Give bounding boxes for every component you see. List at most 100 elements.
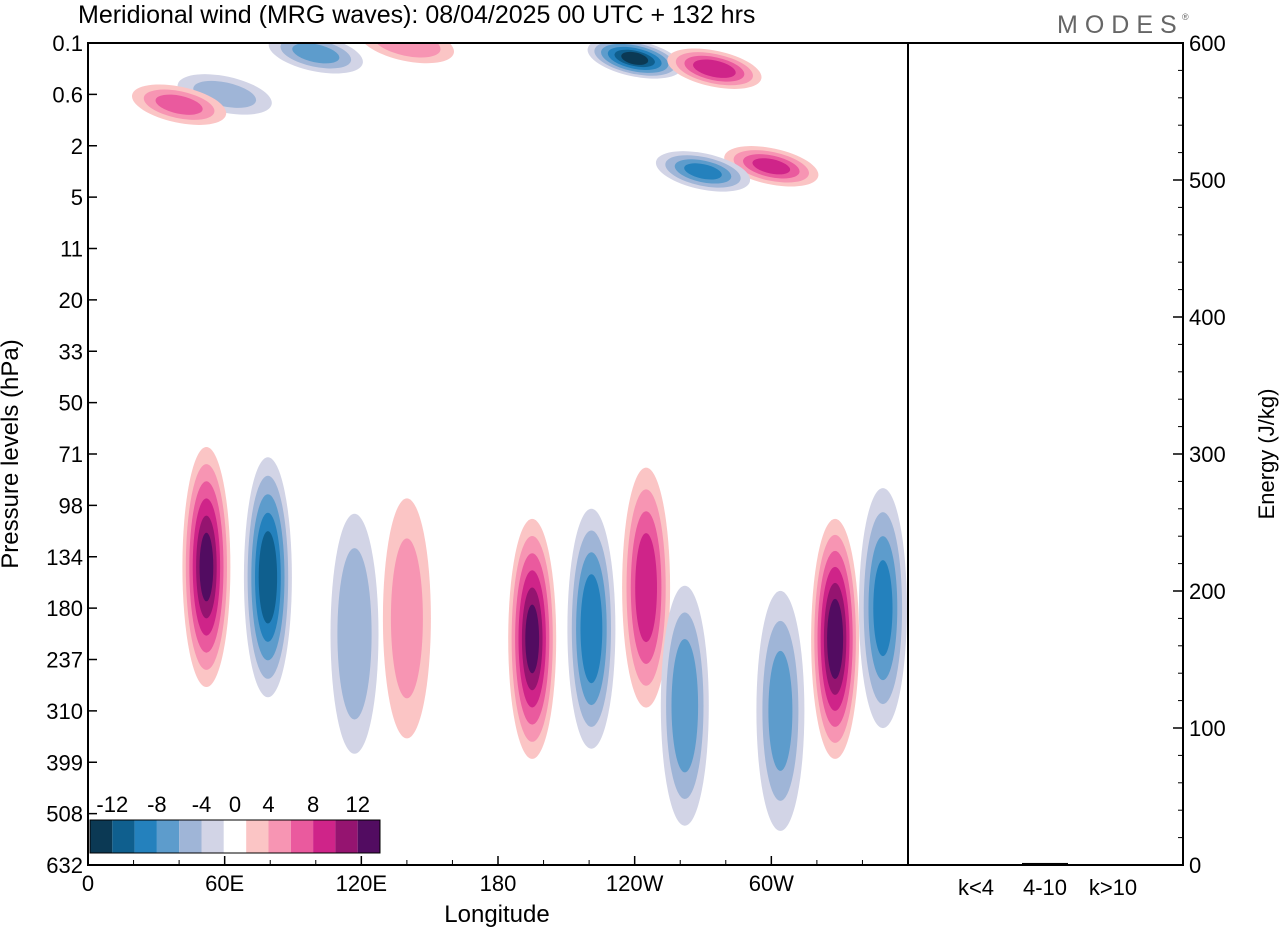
y-tick-label-1: 0.6 <box>52 82 83 107</box>
colorbar-tick-label-2: -4 <box>192 792 212 817</box>
energy-bar-1 <box>1022 862 1068 865</box>
colorbar-swatch-2 <box>134 820 157 853</box>
colorbar-swatch-5 <box>201 820 224 853</box>
x-tick-label-1: 60E <box>205 871 244 896</box>
brand-logo: MODES ® <box>1057 11 1189 39</box>
contour-feature-pos-14 <box>622 467 671 708</box>
y-tick-label-15: 508 <box>46 802 83 827</box>
contour-band-14-3 <box>635 533 657 643</box>
contour-feature-neg-15 <box>660 585 709 826</box>
contour-feature-pos-8 <box>182 447 231 687</box>
contour-feature-neg-4 <box>587 43 682 79</box>
contour-band-15-2 <box>671 639 699 773</box>
x-axis-label: Longitude <box>444 901 549 928</box>
energy-tick-label-6: 600 <box>1189 31 1226 56</box>
contour-band-13-3 <box>580 574 603 684</box>
energy-tick-label-3: 300 <box>1189 442 1226 467</box>
colorbar-tick-label-3: 0 <box>229 792 241 817</box>
x-tick-label-0: 0 <box>82 871 94 896</box>
energy-category-label-0: k<4 <box>958 875 994 900</box>
colorbar-swatch-11 <box>335 820 358 853</box>
colorbar-label-background <box>90 784 380 820</box>
contour-band-8-5 <box>199 532 214 602</box>
energy-bars: k<4 4-10 k>10 <box>953 862 1137 900</box>
plot-frame <box>87 42 1184 866</box>
colorbar-tick-label-0: -12 <box>96 792 128 817</box>
contour-feature-pos-17 <box>811 518 860 759</box>
energy-axis-label: Energy (J/kg) <box>1254 389 1279 520</box>
x-tick-label-2: 120E <box>336 871 387 896</box>
contour-feature-neg-9 <box>243 457 292 698</box>
energy-frame <box>907 42 1184 866</box>
y-tick-label-2: 2 <box>71 134 83 159</box>
y-tick-label-12: 237 <box>46 648 83 673</box>
y-tick-label-10: 134 <box>46 545 83 570</box>
colorbar-swatch-10 <box>313 820 336 853</box>
contour-feature-neg-18 <box>858 488 907 729</box>
contour-band-1-2 <box>155 94 203 115</box>
contour-band-16-2 <box>768 650 793 771</box>
y-tick-label-8: 71 <box>59 442 83 467</box>
colorbar-swatch-12 <box>357 820 380 853</box>
y-axis-label: Pressure levels (hPa) <box>0 339 24 568</box>
axes: 0.1 0.6 2 5 11 20 33 50 71 98 134 180 237 310 399 508 63… <box>46 31 1225 896</box>
brand-registered-mark: ® <box>1182 12 1189 22</box>
contour-feature-pos-12 <box>508 518 557 759</box>
energy-tick-label-2: 200 <box>1189 579 1226 604</box>
contour-band-7-3 <box>684 163 722 180</box>
colorbar-swatch-4 <box>179 820 202 853</box>
contour-band-11-1 <box>390 538 423 699</box>
contour-feature-pos-5 <box>667 48 762 89</box>
y-tick-label-16: 632 <box>46 853 83 878</box>
colorbar-swatch-3 <box>156 820 180 853</box>
energy-tick-label-0: 0 <box>1189 853 1201 878</box>
energy-tick-label-1: 100 <box>1189 716 1226 741</box>
contour-band-18-3 <box>873 560 893 657</box>
energy-bar-2 <box>1090 864 1136 866</box>
y-tick-label-13: 310 <box>46 699 83 724</box>
colorbar-tick-label-1: -8 <box>147 792 167 817</box>
x-tick-label-4: 120W <box>606 871 664 896</box>
contour-band-5-3 <box>693 59 736 78</box>
contour-feature-pos-1 <box>132 84 227 125</box>
y-tick-label-9: 98 <box>59 493 83 518</box>
colorbar-border <box>89 819 381 854</box>
contour-feature-neg-7 <box>655 151 751 192</box>
contour-band-6-3 <box>752 158 791 175</box>
energy-bar-0 <box>953 864 999 866</box>
contour-feature-pos-11 <box>382 498 431 739</box>
contour-field <box>132 43 907 831</box>
contour-band-4-5 <box>621 51 649 65</box>
y-tick-label-5: 20 <box>59 288 83 313</box>
colorbar-tick-label-4: 4 <box>262 792 274 817</box>
colorbar-swatch-6 <box>223 820 247 853</box>
colorbar-swatch-0 <box>90 820 113 853</box>
contour-feature-neg-16 <box>756 590 805 831</box>
colorbar-tick-label-6: 12 <box>345 792 369 817</box>
colorbar-tick-label-5: 8 <box>307 792 319 817</box>
colorbar-swatch-7 <box>246 820 269 853</box>
y-tick-label-14: 399 <box>46 750 83 775</box>
y-tick-label-11: 180 <box>46 596 83 621</box>
colorbar-swatch-8 <box>268 820 291 853</box>
contour-band-17-5 <box>827 598 844 679</box>
contour-band-10-1 <box>337 548 372 720</box>
y-tick-label-6: 33 <box>59 339 83 364</box>
energy-tick-label-4: 400 <box>1189 305 1226 330</box>
y-tick-label-0: 0.1 <box>52 31 83 56</box>
contour-feature-neg-13 <box>567 508 616 749</box>
chart-title: Meridional wind (MRG waves): 08/04/2025 … <box>78 1 755 29</box>
colorbar-swatch-1 <box>112 820 135 853</box>
x-tick-label-3: 180 <box>480 871 517 896</box>
contour-band-2-2 <box>292 43 340 64</box>
energy-category-label-1: 4-10 <box>1023 875 1067 900</box>
energy-tick-label-5: 500 <box>1189 168 1226 193</box>
contour-layer <box>132 43 907 831</box>
contour-band-9-4 <box>258 531 278 624</box>
colorbar: -12 -8 -4 0 4 8 12 <box>89 784 381 854</box>
contour-feature-neg-2 <box>268 43 363 74</box>
y-tick-label-4: 11 <box>60 237 83 262</box>
y-tick-label-3: 5 <box>71 185 83 210</box>
